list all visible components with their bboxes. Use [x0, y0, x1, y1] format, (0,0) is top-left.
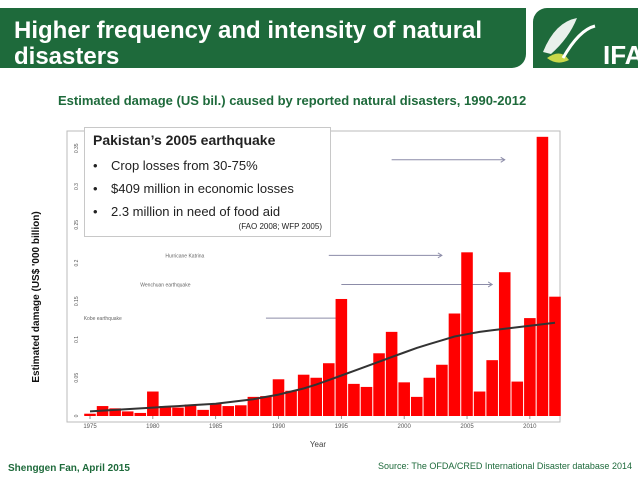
bar-1994	[323, 363, 335, 416]
bar-1980	[147, 391, 159, 416]
bar-2009	[511, 381, 524, 416]
bar-1975	[84, 413, 96, 416]
y-tick-label: 0	[74, 414, 80, 417]
bullet-text: $409 million in economic losses	[111, 181, 294, 196]
x-tick-label: 2005	[460, 424, 474, 430]
bullet-text: 2.3 million in need of food aid	[111, 204, 281, 219]
bar-2002	[423, 377, 436, 416]
annotation-arrowhead	[437, 252, 443, 259]
callout-bullet-2: • $409 million in economic losses	[93, 181, 294, 196]
callout-source: (FAO 2008; WFP 2005)	[238, 222, 322, 231]
bullet-marker: •	[93, 181, 98, 196]
bar-1984	[197, 409, 209, 416]
slide-title: Higher frequency and intensity of natura…	[14, 17, 483, 70]
bar-2000	[398, 382, 410, 416]
bar-2008	[498, 272, 511, 416]
annotation-arrowhead	[500, 156, 506, 163]
bar-1995	[335, 298, 348, 416]
annotation-label: Kobe earthquake	[84, 316, 122, 322]
ifad-logo: IFAD	[533, 8, 638, 68]
y-tick-label: 0.35	[74, 143, 80, 153]
y-tick-label: 0.15	[74, 296, 80, 306]
bar-1985	[209, 403, 222, 416]
bar-1998	[373, 353, 385, 416]
y-axis-label: Estimated damage (US$ '000 billion)	[31, 211, 42, 382]
bar-1993	[310, 377, 322, 416]
x-tick-label: 1995	[335, 424, 349, 430]
bar-1978	[121, 411, 134, 416]
bar-2012	[549, 296, 561, 416]
x-tick-label: 1990	[272, 424, 286, 430]
y-tick-label: 0.05	[74, 373, 80, 383]
y-tick-label: 0.3	[74, 183, 80, 190]
bullet-marker: •	[93, 204, 98, 219]
callout-title: Pakistan’s 2005 earthquake	[93, 132, 276, 148]
trend-line	[89, 321, 556, 413]
author-footer: Shenggen Fan, April 2015	[8, 463, 130, 474]
x-tick-label: 2000	[398, 424, 412, 430]
bar-2010	[524, 318, 536, 416]
bullet-marker: •	[93, 158, 98, 173]
bar-1990	[272, 379, 285, 416]
bar-1996	[348, 383, 360, 416]
bar-1977	[109, 408, 121, 416]
bar-1981	[159, 406, 172, 416]
bar-1982	[172, 407, 184, 416]
bar-2006	[473, 391, 486, 416]
bar-2001	[410, 396, 423, 416]
bar-1991	[285, 390, 297, 416]
bar-1986	[222, 406, 235, 416]
title-bar: Higher frequency and intensity of natura…	[0, 8, 526, 70]
bar-2003	[436, 364, 448, 416]
x-tick-label: 1975	[83, 424, 97, 430]
bar-1999	[385, 331, 398, 416]
bar-1983	[184, 404, 197, 416]
x-tick-label: 1985	[209, 424, 223, 430]
bar-1997	[360, 386, 373, 416]
callout-bullet-1: • Crop losses from 30-75%	[93, 158, 258, 173]
source-footer: Source: The OFDA/CRED International Disa…	[378, 461, 632, 471]
chart-subtitle: Estimated damage (US bil.) caused by rep…	[58, 93, 527, 108]
bar-1987	[235, 405, 247, 416]
leaf-logo-icon: IFAD	[543, 18, 638, 68]
bar-2011	[536, 136, 549, 416]
annotation-label: Hurricane Katrina	[165, 253, 204, 259]
logo-text: IFAD	[603, 40, 638, 68]
bar-1988	[247, 396, 260, 416]
x-axis-label: Year	[310, 440, 327, 449]
y-tick-label: 0.25	[74, 220, 80, 230]
y-tick-label: 0.1	[74, 336, 80, 343]
callout-bullet-3: • 2.3 million in need of food aid	[93, 204, 280, 219]
annotation-arrowhead	[487, 281, 494, 288]
bar-2007	[486, 360, 498, 416]
bar-1979	[134, 412, 147, 416]
pakistan-callout: Pakistan’s 2005 earthquake • Crop losses …	[84, 127, 331, 237]
bar-1989	[260, 396, 272, 416]
bar-1992	[297, 374, 310, 416]
annotation-label: Wenchuan earthquake	[140, 282, 190, 288]
x-tick-label: 1980	[146, 424, 160, 430]
bullet-text: Crop losses from 30-75%	[111, 158, 258, 173]
y-tick-label: 0.2	[74, 259, 80, 266]
bar-2004	[448, 313, 461, 416]
x-tick-label: 2010	[523, 424, 537, 430]
